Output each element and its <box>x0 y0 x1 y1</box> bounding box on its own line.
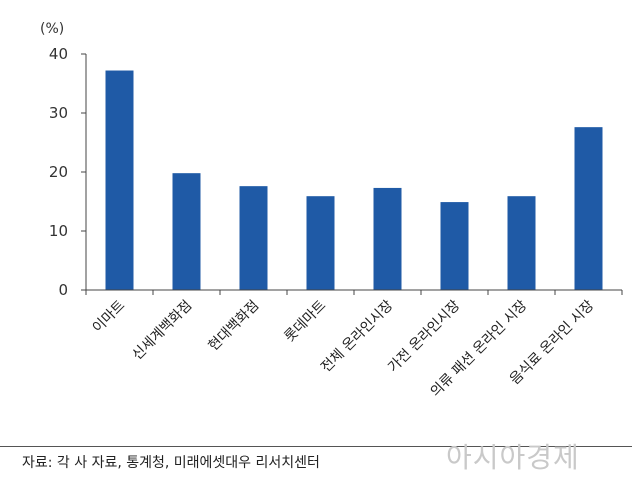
x-axis <box>85 289 623 295</box>
bar <box>172 173 201 290</box>
footer-divider <box>0 446 632 447</box>
bar <box>507 196 536 290</box>
bar <box>440 202 469 290</box>
y-tick-label: 40 <box>49 45 68 63</box>
x-category-label: 이마트 <box>90 297 129 336</box>
y-tick-label: 20 <box>49 163 68 181</box>
x-category-label: 현대백화점 <box>205 298 262 355</box>
x-category-label: 신세계백화점 <box>129 298 195 364</box>
y-axis-unit-label: (%) <box>40 21 64 37</box>
bar <box>105 70 134 291</box>
y-tick-label: 10 <box>49 222 68 240</box>
bar <box>306 196 335 290</box>
watermark-logo: 아시아경제 <box>446 441 580 474</box>
x-category-label: 롯데마트 <box>282 297 330 345</box>
source-note: 자료: 각 사 자료, 통계청, 미래에셋대우 리서치센터 <box>22 455 320 471</box>
bar <box>373 187 402 290</box>
bars-group <box>105 70 603 291</box>
bar <box>574 127 603 290</box>
bar <box>239 186 268 290</box>
y-axis: 0 10 20 30 40 <box>49 45 87 299</box>
y-tick-label: 30 <box>49 104 68 122</box>
y-tick-label: 0 <box>58 281 68 299</box>
